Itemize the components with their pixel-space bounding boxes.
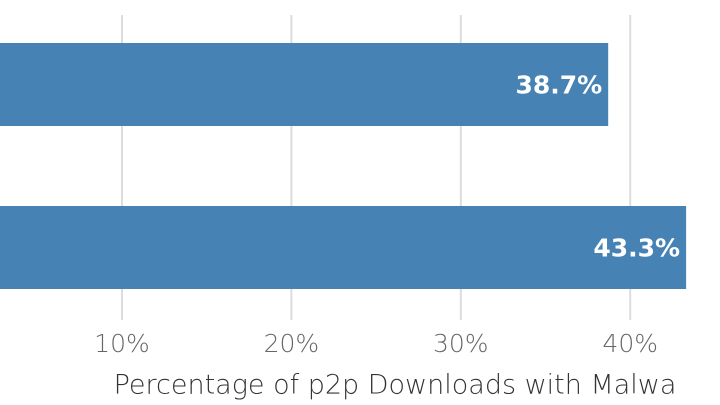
value-label: 38.7% (515, 71, 602, 100)
x-tick-label: 40% (602, 329, 658, 358)
value-label: 43.3% (593, 234, 680, 263)
x-axis-title: Percentage of p2p Downloads with Malwa (114, 370, 677, 401)
bar (0, 43, 609, 126)
x-tick-label: 30% (433, 329, 489, 358)
bar (0, 206, 687, 289)
x-tick-label: 20% (264, 329, 320, 358)
x-tick-label: 10% (94, 329, 150, 358)
